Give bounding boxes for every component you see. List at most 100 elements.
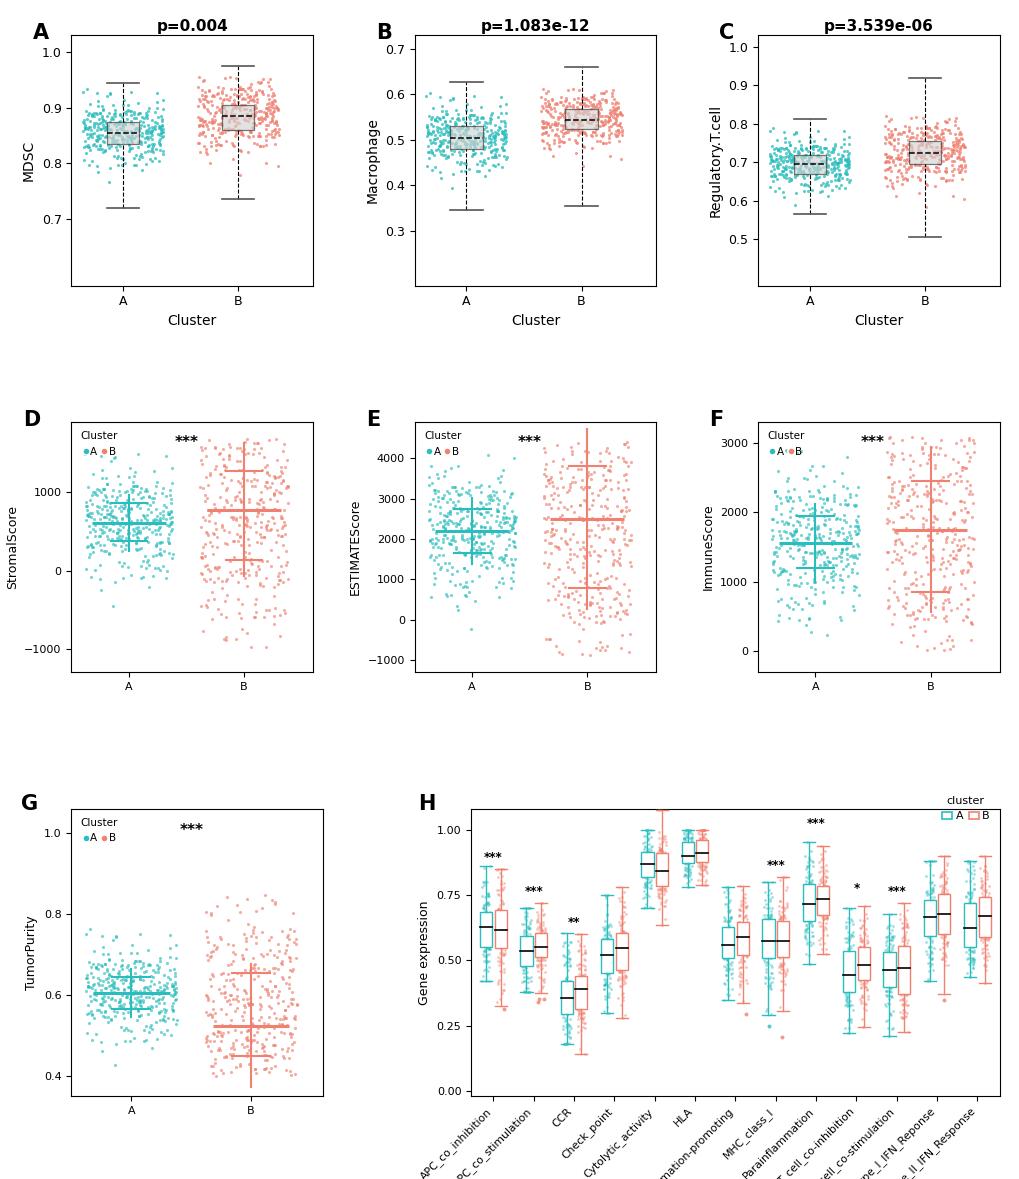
Point xyxy=(515,944,531,963)
Point xyxy=(560,93,577,112)
Point xyxy=(816,901,833,920)
Point xyxy=(818,490,835,509)
Point xyxy=(140,105,156,124)
Point xyxy=(894,968,910,987)
Point xyxy=(448,132,465,151)
Point xyxy=(769,153,786,172)
Point xyxy=(755,905,771,924)
Point xyxy=(759,909,775,928)
Point xyxy=(936,577,953,595)
Point xyxy=(216,98,232,117)
Point xyxy=(547,125,564,144)
Point xyxy=(829,153,846,172)
Point xyxy=(853,964,869,983)
Point xyxy=(252,994,268,1013)
Point xyxy=(460,519,476,538)
Point xyxy=(573,1009,589,1028)
Point xyxy=(560,110,577,129)
Point xyxy=(98,979,114,997)
Point xyxy=(896,994,912,1013)
Point xyxy=(603,542,620,561)
Point xyxy=(443,144,460,163)
Point xyxy=(138,1030,154,1049)
Point xyxy=(692,842,708,861)
Point xyxy=(614,949,631,968)
Point xyxy=(88,534,104,553)
Point xyxy=(593,84,609,103)
Point xyxy=(944,521,960,540)
Point xyxy=(973,889,989,908)
Point xyxy=(227,630,244,648)
Point xyxy=(952,500,968,519)
Point xyxy=(201,80,217,99)
Point xyxy=(957,888,973,907)
Point xyxy=(108,113,124,132)
Point xyxy=(767,542,784,561)
Point xyxy=(951,467,967,486)
Point xyxy=(108,117,124,136)
Point xyxy=(129,1010,146,1029)
Point xyxy=(468,477,484,496)
Point xyxy=(560,987,577,1006)
Point xyxy=(492,467,508,486)
Point xyxy=(194,454,210,473)
Point xyxy=(472,540,488,559)
Point xyxy=(246,955,262,974)
Point xyxy=(476,916,492,935)
Point xyxy=(833,152,849,171)
Point xyxy=(933,924,950,943)
Point xyxy=(881,149,898,167)
Point xyxy=(575,123,591,141)
Point xyxy=(941,123,957,141)
Point xyxy=(926,163,943,182)
Point xyxy=(841,136,857,154)
Point xyxy=(878,975,895,994)
Point xyxy=(817,940,834,959)
Point xyxy=(166,981,182,1000)
Point xyxy=(717,929,734,948)
Point xyxy=(538,114,554,133)
Point xyxy=(480,553,496,572)
Point xyxy=(922,493,938,512)
Point xyxy=(622,594,638,613)
Point xyxy=(106,449,122,468)
Point xyxy=(251,127,267,146)
Point xyxy=(879,1010,896,1029)
Point xyxy=(202,969,218,988)
Point xyxy=(252,574,268,593)
Point xyxy=(803,916,819,935)
Point xyxy=(611,929,628,948)
Point xyxy=(124,482,141,501)
Point xyxy=(601,933,618,951)
Point xyxy=(218,457,234,476)
Point xyxy=(446,496,463,515)
Point xyxy=(462,114,478,133)
Point xyxy=(818,626,835,645)
Point xyxy=(265,106,281,125)
Point xyxy=(933,948,950,967)
Point xyxy=(100,117,116,136)
Point xyxy=(481,108,497,127)
Point xyxy=(96,964,112,983)
Point xyxy=(690,857,706,876)
Point xyxy=(895,918,911,937)
Point xyxy=(198,1033,214,1052)
Point xyxy=(205,1056,221,1075)
Point xyxy=(757,941,773,960)
Point xyxy=(256,499,272,518)
Point xyxy=(475,120,491,139)
Point xyxy=(679,858,695,877)
Point xyxy=(585,98,601,117)
Point xyxy=(766,167,783,186)
Point xyxy=(476,539,492,558)
Point xyxy=(477,922,493,941)
Point xyxy=(950,147,966,166)
Point xyxy=(859,987,875,1006)
Point xyxy=(206,525,222,544)
Point xyxy=(552,468,569,487)
Point xyxy=(463,106,479,125)
Point xyxy=(434,145,450,164)
Point xyxy=(924,915,941,934)
Point xyxy=(897,163,913,182)
Point xyxy=(675,848,691,867)
